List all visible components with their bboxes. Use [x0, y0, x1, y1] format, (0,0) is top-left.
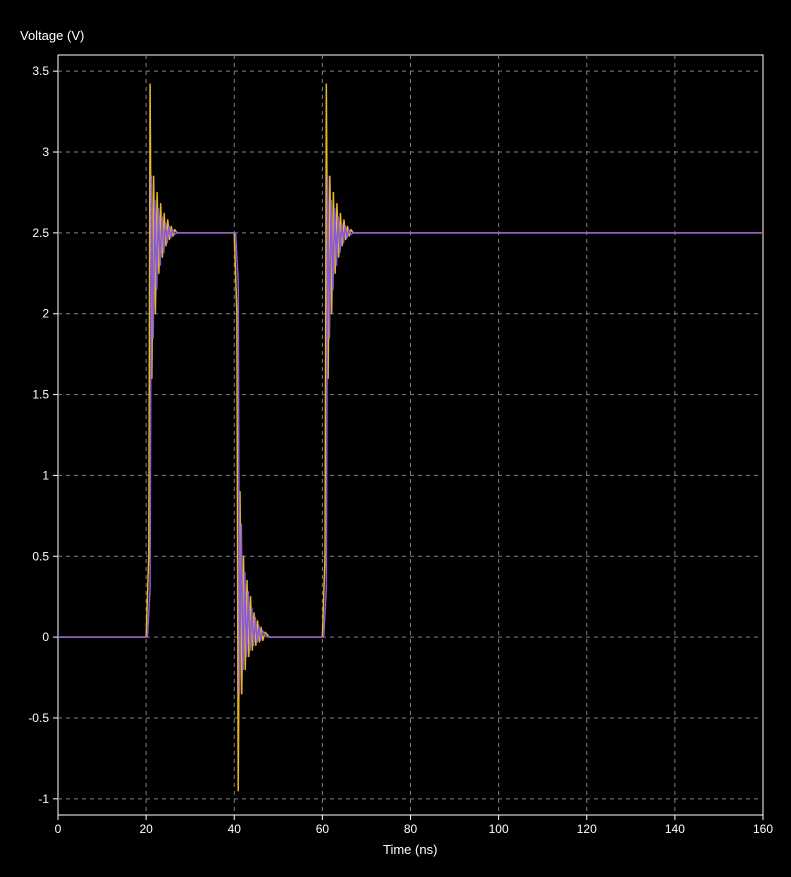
x-tick-label: 120 [577, 822, 597, 836]
x-tick-label: 100 [489, 822, 509, 836]
x-tick-label: 60 [316, 822, 330, 836]
x-tick-label: 40 [228, 822, 242, 836]
y-tick-label: 0.5 [32, 549, 49, 563]
y-tick-label: 3.5 [32, 64, 49, 78]
plot-svg: 0 20 40 60 80 100 120 140 160 -1 -0.5 0 0.5 1 1.5 2 2.5 3… [0, 0, 791, 877]
x-tick-label: 20 [139, 822, 153, 836]
trace-orange [58, 84, 763, 791]
y-tick-label: 2 [42, 307, 49, 321]
x-tick-label: 0 [55, 822, 62, 836]
y-tick-label: 1 [42, 468, 49, 482]
chart-container: { "chart": { "type": "line", "y_title": … [0, 0, 791, 877]
y-tick-label: 0 [42, 630, 49, 644]
y-tick-label: 3 [42, 145, 49, 159]
x-tick-label: 160 [753, 822, 773, 836]
x-tick-label: 80 [404, 822, 418, 836]
y-tick-label: 1.5 [32, 388, 49, 402]
y-tick-label: -0.5 [28, 711, 49, 725]
x-tick-label: 140 [665, 822, 685, 836]
y-tick-label: 2.5 [32, 226, 49, 240]
y-tick-label: -1 [38, 792, 49, 806]
